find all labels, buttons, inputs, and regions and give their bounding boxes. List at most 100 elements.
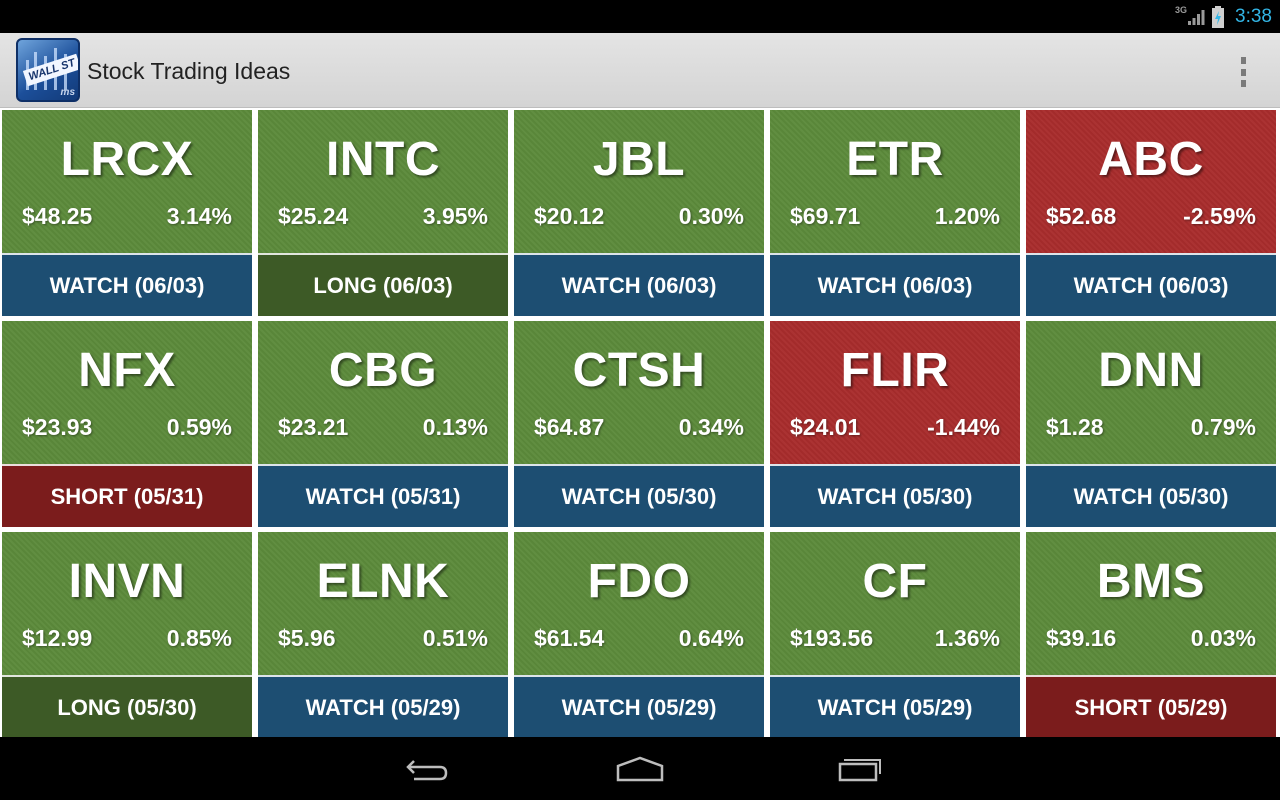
menu-dot xyxy=(1240,80,1246,87)
stock-price: $52.68 xyxy=(1046,203,1117,229)
stock-quote-panel[interactable]: ETR $69.71 1.20% xyxy=(770,110,1020,253)
stock-quote-panel[interactable]: NFX $23.93 0.59% xyxy=(2,321,252,464)
stock-price: $61.54 xyxy=(534,625,605,651)
stock-quote-panel[interactable]: INVN $12.99 0.85% xyxy=(2,532,252,675)
stock-tile-invn[interactable]: INVN $12.99 0.85% LONG (05/30) xyxy=(2,532,252,738)
ticker-symbol: CTSH xyxy=(572,344,706,397)
trade-status-button[interactable]: SHORT (05/31) xyxy=(2,464,252,527)
trade-status-button[interactable]: LONG (05/30) xyxy=(2,675,252,738)
stock-tile-abc[interactable]: ABC $52.68 -2.59% WATCH (06/03) xyxy=(1026,110,1276,316)
stock-tile-fdo[interactable]: FDO $61.54 0.64% WATCH (05/29) xyxy=(514,532,764,738)
stock-price: $20.12 xyxy=(534,203,605,229)
stock-quote-panel[interactable]: DNN $1.28 0.79% xyxy=(1026,321,1276,464)
status-bar: 3G 3:38 xyxy=(0,0,1280,33)
trade-status-button[interactable]: WATCH (05/29) xyxy=(258,675,508,738)
menu-dot xyxy=(1240,68,1246,76)
ticker-symbol: DNN xyxy=(1098,344,1204,397)
stock-quote-panel[interactable]: LRCX $48.25 3.14% xyxy=(2,110,252,253)
ticker-symbol: BMS xyxy=(1096,555,1206,608)
percent-change: 1.36% xyxy=(934,625,1000,651)
navigation-bar xyxy=(0,737,1280,800)
stock-tile-cbg[interactable]: CBG $23.21 0.13% WATCH (05/31) xyxy=(258,321,508,527)
percent-change: 0.30% xyxy=(678,203,744,229)
stock-tile-intc[interactable]: INTC $25.24 3.95% LONG (06/03) xyxy=(258,110,508,316)
app-logo-icon[interactable]: WALL ST ms xyxy=(16,38,80,102)
recent-apps-button[interactable] xyxy=(828,751,888,787)
trade-status-button[interactable]: WATCH (06/03) xyxy=(2,253,252,316)
app-logo-badge: ms xyxy=(60,87,75,98)
recent-apps-icon xyxy=(838,759,881,782)
battery-charging-icon xyxy=(1212,5,1225,28)
percent-change: 0.79% xyxy=(1190,414,1256,440)
stock-price: $48.25 xyxy=(22,203,93,229)
home-button[interactable] xyxy=(610,751,670,787)
stock-quote-panel[interactable]: BMS $39.16 0.03% xyxy=(1026,532,1276,675)
stock-price: $23.21 xyxy=(278,414,349,440)
network-type-label: 3G xyxy=(1175,4,1188,15)
percent-change: 0.03% xyxy=(1190,625,1256,651)
stock-quote-panel[interactable]: FDO $61.54 0.64% xyxy=(514,532,764,675)
home-icon xyxy=(616,756,664,782)
percent-change: 3.95% xyxy=(422,203,488,229)
status-icons: 3G 3:38 xyxy=(1175,0,1272,33)
stock-price: $1.28 xyxy=(1046,414,1104,440)
trade-status-button[interactable]: WATCH (06/03) xyxy=(1026,253,1276,316)
stock-price: $69.71 xyxy=(790,203,861,229)
percent-change: 0.85% xyxy=(166,625,232,651)
percent-change: -2.59% xyxy=(1183,203,1256,229)
trade-status-button[interactable]: WATCH (05/31) xyxy=(258,464,508,527)
stock-quote-panel[interactable]: JBL $20.12 0.30% xyxy=(514,110,764,253)
trade-status-button[interactable]: WATCH (05/30) xyxy=(770,464,1020,527)
trade-status-button[interactable]: WATCH (06/03) xyxy=(514,253,764,316)
stock-price: $64.87 xyxy=(534,414,605,440)
stock-tile-lrcx[interactable]: LRCX $48.25 3.14% WATCH (06/03) xyxy=(2,110,252,316)
ticker-symbol: INVN xyxy=(68,555,186,608)
trade-status-button[interactable]: SHORT (05/29) xyxy=(1026,675,1276,738)
stock-tile-cf[interactable]: CF $193.56 1.36% WATCH (05/29) xyxy=(770,532,1020,738)
stock-quote-panel[interactable]: ABC $52.68 -2.59% xyxy=(1026,110,1276,253)
ticker-symbol: INTC xyxy=(326,133,440,186)
ticker-symbol: ELNK xyxy=(316,555,450,608)
percent-change: 0.13% xyxy=(422,414,488,440)
trade-status-button[interactable]: WATCH (06/03) xyxy=(770,253,1020,316)
ticker-symbol: FLIR xyxy=(840,344,950,397)
stock-price: $12.99 xyxy=(22,625,93,651)
percent-change: 0.64% xyxy=(678,625,744,651)
menu-dot xyxy=(1240,57,1246,64)
stock-tile-flir[interactable]: FLIR $24.01 -1.44% WATCH (05/30) xyxy=(770,321,1020,527)
stock-tile-bms[interactable]: BMS $39.16 0.03% SHORT (05/29) xyxy=(1026,532,1276,738)
percent-change: 0.51% xyxy=(422,625,488,651)
ticker-symbol: FDO xyxy=(587,555,691,608)
ticker-symbol: CF xyxy=(862,555,928,608)
stock-tile-jbl[interactable]: JBL $20.12 0.30% WATCH (06/03) xyxy=(514,110,764,316)
stock-quote-panel[interactable]: ELNK $5.96 0.51% xyxy=(258,532,508,675)
overflow-menu-icon[interactable] xyxy=(1238,57,1248,87)
trade-status-button[interactable]: WATCH (05/30) xyxy=(1026,464,1276,527)
ticker-symbol: NFX xyxy=(78,344,176,397)
stock-tile-nfx[interactable]: NFX $23.93 0.59% SHORT (05/31) xyxy=(2,321,252,527)
stock-quote-panel[interactable]: CBG $23.21 0.13% xyxy=(258,321,508,464)
stock-price: $25.24 xyxy=(278,203,349,229)
ticker-symbol: CBG xyxy=(328,344,438,397)
stock-price: $5.96 xyxy=(278,625,336,651)
stock-tile-dnn[interactable]: DNN $1.28 0.79% WATCH (05/30) xyxy=(1026,321,1276,527)
stock-tile-etr[interactable]: ETR $69.71 1.20% WATCH (06/03) xyxy=(770,110,1020,316)
ticker-symbol: LRCX xyxy=(60,133,194,186)
trade-status-button[interactable]: WATCH (05/29) xyxy=(770,675,1020,738)
trade-status-button[interactable]: WATCH (05/29) xyxy=(514,675,764,738)
stock-tile-ctsh[interactable]: CTSH $64.87 0.34% WATCH (05/30) xyxy=(514,321,764,527)
stock-price: $24.01 xyxy=(790,414,861,440)
trade-status-button[interactable]: LONG (06/03) xyxy=(258,253,508,316)
percent-change: 1.20% xyxy=(934,203,1000,229)
percent-change: 0.59% xyxy=(166,414,232,440)
back-button[interactable] xyxy=(395,751,455,787)
ticker-symbol: JBL xyxy=(592,133,686,186)
stock-quote-panel[interactable]: CTSH $64.87 0.34% xyxy=(514,321,764,464)
stock-tile-elnk[interactable]: ELNK $5.96 0.51% WATCH (05/29) xyxy=(258,532,508,738)
action-bar: WALL ST ms Stock Trading Ideas xyxy=(0,33,1280,108)
stock-quote-panel[interactable]: FLIR $24.01 -1.44% xyxy=(770,321,1020,464)
stock-quote-panel[interactable]: INTC $25.24 3.95% xyxy=(258,110,508,253)
percent-change: -1.44% xyxy=(927,414,1000,440)
trade-status-button[interactable]: WATCH (05/30) xyxy=(514,464,764,527)
stock-quote-panel[interactable]: CF $193.56 1.36% xyxy=(770,532,1020,675)
